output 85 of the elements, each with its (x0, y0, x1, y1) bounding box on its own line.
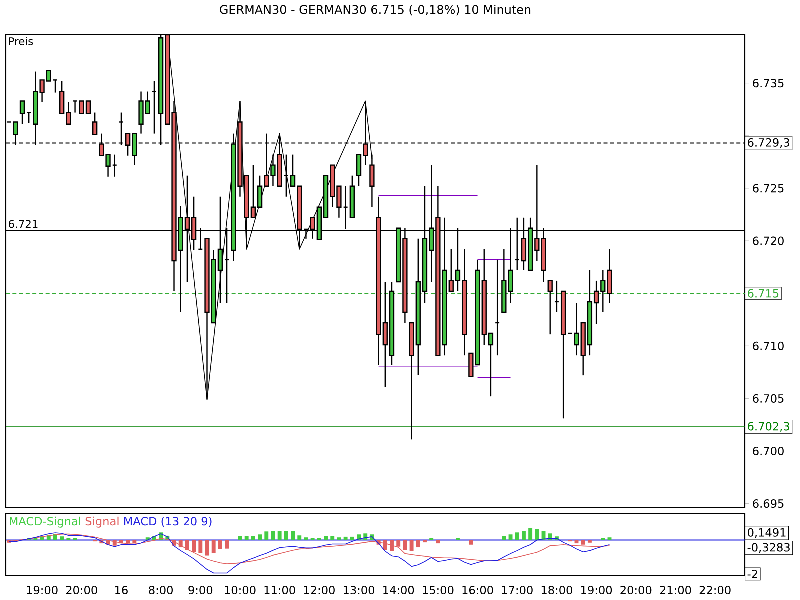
bar (344, 536, 348, 540)
candlestick (112, 154, 118, 178)
x-tick-label: 8:00 (149, 586, 173, 595)
series-label: MACD-Signal (10, 516, 80, 528)
bar (608, 538, 612, 540)
bar (396, 540, 401, 547)
bar (284, 531, 288, 540)
y-tick-label: 6.725 (753, 184, 784, 193)
bar (198, 540, 203, 554)
x-tick-label: 20:00 (620, 586, 652, 595)
candlestick (20, 100, 26, 125)
text: 0,1491 (748, 528, 786, 538)
bar (535, 529, 540, 540)
candlestick (152, 80, 158, 134)
bar (251, 536, 256, 540)
x-tick-label: 11:00 (264, 586, 296, 595)
bar (264, 532, 269, 540)
bar (436, 540, 440, 544)
bar (515, 532, 520, 540)
x-tick-label: 10:00 (225, 586, 256, 595)
candlestick (548, 280, 553, 336)
ref-line-label: 6.729,3 (748, 138, 790, 148)
x-tick-label: 13:00 (344, 586, 375, 595)
x-tick-label: 19:00 (582, 586, 612, 595)
bar (588, 540, 592, 543)
candlestick (52, 80, 58, 94)
bar (416, 540, 420, 548)
y-tick-label: 6.700 (753, 446, 784, 456)
bar (126, 540, 130, 544)
bar (218, 540, 222, 550)
x-tick-label: 16:00 (462, 586, 494, 595)
bar (324, 536, 328, 540)
bar (258, 534, 262, 540)
x-tick-label: 19:00 (27, 586, 58, 595)
y-tick-label: 6.735 (753, 79, 784, 88)
ref-line-label: 6.702,3 (748, 422, 790, 432)
x-tick-label: 22:00 (700, 586, 731, 595)
x-tick-label: 20:00 (66, 586, 98, 595)
bar (225, 540, 230, 549)
bar (271, 531, 276, 540)
bar (581, 540, 586, 545)
bar (508, 534, 513, 540)
series-label: MACD (13 20 9) (124, 516, 212, 527)
y-axis-title: Preis (9, 37, 34, 46)
x-tick-label: 18:00 (542, 586, 572, 595)
bar (192, 540, 196, 552)
x-tick-label: 15:00 (423, 586, 454, 595)
bar (244, 536, 249, 540)
y-tick-label: 6.705 (753, 394, 784, 403)
x-tick-label: 14:00 (384, 586, 414, 595)
bar (212, 540, 216, 554)
candlestick (92, 112, 98, 136)
ref-line-label: 6.715 (748, 289, 779, 298)
y-tick-label: 6.710 (753, 342, 784, 350)
x-tick-label: 16 (116, 586, 128, 595)
bar (364, 534, 368, 540)
bar (185, 540, 190, 550)
candlestick (26, 112, 32, 124)
y-tick-label: 6.695 (753, 500, 784, 508)
bar (132, 540, 137, 544)
bar (528, 528, 533, 540)
candlestick (72, 100, 78, 114)
text: -0,3283 (748, 543, 790, 553)
x-tick-label: 21:00 (660, 586, 692, 595)
bar (298, 536, 302, 540)
bar (522, 531, 526, 540)
bar (469, 540, 474, 545)
bar (337, 538, 342, 540)
bar (410, 540, 414, 552)
bar (60, 536, 64, 540)
bar (278, 531, 282, 540)
x-tick-label: 9:00 (188, 586, 213, 595)
text: -2 (748, 570, 758, 578)
series-label: Signal (86, 516, 119, 528)
bar (291, 531, 296, 540)
bar (350, 536, 354, 540)
x-tick-label: 17:00 (502, 586, 533, 595)
bar (502, 536, 506, 540)
bar (403, 540, 408, 550)
bar (330, 536, 335, 540)
y-tick-label: 6.720 (753, 236, 784, 246)
ref-line-label: 6.721 (9, 220, 38, 228)
chart-title: GERMAN30 - GERMAN30 6.715 (-0,18%) 10 Minuten (220, 5, 531, 16)
bar (304, 538, 308, 540)
x-tick-label: 12:00 (304, 586, 335, 595)
